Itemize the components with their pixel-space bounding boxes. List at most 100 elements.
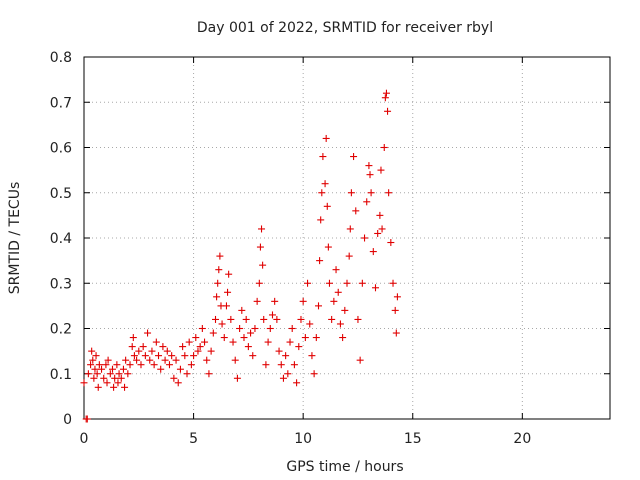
data-point (347, 189, 355, 197)
data-point (385, 189, 393, 197)
data-point (354, 315, 362, 323)
data-point (215, 266, 223, 274)
data-point (170, 374, 178, 382)
data-point (371, 284, 379, 292)
data-point (316, 257, 324, 265)
data-point (110, 383, 118, 391)
data-point (144, 329, 152, 337)
data-point (266, 325, 274, 332)
x-tick-label: 10 (294, 431, 312, 447)
x-tick-label: 20 (513, 431, 531, 447)
data-point (89, 356, 97, 364)
data-point (279, 374, 287, 382)
data-point (95, 361, 103, 369)
data-point (148, 347, 156, 355)
data-point (352, 207, 360, 215)
data-point (315, 302, 323, 310)
data-point (141, 352, 149, 360)
data-point (159, 343, 167, 351)
data-point (264, 338, 272, 346)
y-tick-labels: 0 0.1 0.2 0.3 0.4 0.5 0.6 0.7 0.8 (50, 50, 72, 428)
data-point (392, 329, 400, 337)
data-point (286, 338, 294, 346)
data-point (104, 356, 112, 364)
data-point (209, 329, 217, 337)
data-point (334, 288, 342, 296)
data-point (365, 162, 373, 170)
data-point (146, 356, 154, 364)
data-point (150, 361, 158, 369)
data-point (376, 211, 384, 219)
data-point (306, 320, 314, 328)
data-point (94, 383, 102, 391)
y-tick-label: 0.8 (50, 50, 72, 66)
data-point (207, 347, 215, 355)
data-point (288, 325, 296, 332)
data-point (181, 352, 189, 360)
y-tick-label: 0.5 (50, 186, 72, 202)
data-point (328, 315, 336, 323)
data-point (304, 279, 312, 287)
data-point (176, 365, 184, 373)
data-point (126, 361, 134, 369)
data-point (203, 356, 211, 364)
data-point (155, 352, 163, 360)
plot-area-frame (83, 56, 611, 420)
data-point (224, 288, 232, 296)
data-point (84, 370, 92, 378)
data-point (378, 225, 386, 233)
data-point (108, 365, 116, 373)
data-point (318, 189, 326, 197)
data-point (152, 338, 160, 346)
y-axis-label: SRMTID / TECUs (7, 182, 23, 295)
data-point (93, 370, 101, 378)
data-point (190, 352, 198, 360)
data-point (196, 343, 204, 351)
data-point (387, 239, 395, 247)
data-point (100, 374, 108, 382)
data-point (157, 365, 165, 373)
data-point (345, 252, 353, 260)
data-point (297, 315, 305, 323)
data-point (240, 334, 248, 342)
data-point (374, 229, 382, 237)
data-point (293, 379, 301, 387)
data-point (262, 361, 270, 369)
grid-lines (84, 57, 610, 419)
data-point (119, 365, 127, 373)
data-point (80, 379, 88, 387)
data-point (91, 365, 99, 373)
data-point (377, 166, 385, 174)
x-tick-label: 15 (404, 431, 422, 447)
data-point (319, 153, 327, 161)
data-point (363, 198, 371, 206)
data-point (92, 352, 100, 360)
data-point (88, 347, 96, 355)
data-point (122, 356, 130, 364)
data-point (251, 325, 259, 332)
y-tick-label: 0.2 (50, 322, 72, 338)
data-point (83, 415, 91, 423)
data-point (382, 89, 390, 97)
data-point (233, 374, 241, 382)
data-point (346, 225, 354, 233)
data-point (249, 352, 257, 360)
data-point (259, 261, 267, 269)
data-point (220, 334, 228, 342)
x-axis-label: GPS time / hours (286, 459, 403, 475)
data-point (321, 180, 329, 188)
data-point (238, 306, 246, 314)
data-point (324, 243, 332, 251)
y-tick-label: 0.7 (50, 95, 72, 111)
data-point (310, 370, 318, 378)
data-point (87, 361, 95, 369)
data-point (336, 320, 344, 328)
data-point (161, 356, 169, 364)
data-point (384, 107, 392, 115)
data-point (391, 306, 399, 314)
data-point (121, 383, 129, 391)
data-point (339, 334, 347, 342)
data-point (268, 311, 276, 319)
data-point (218, 320, 226, 328)
